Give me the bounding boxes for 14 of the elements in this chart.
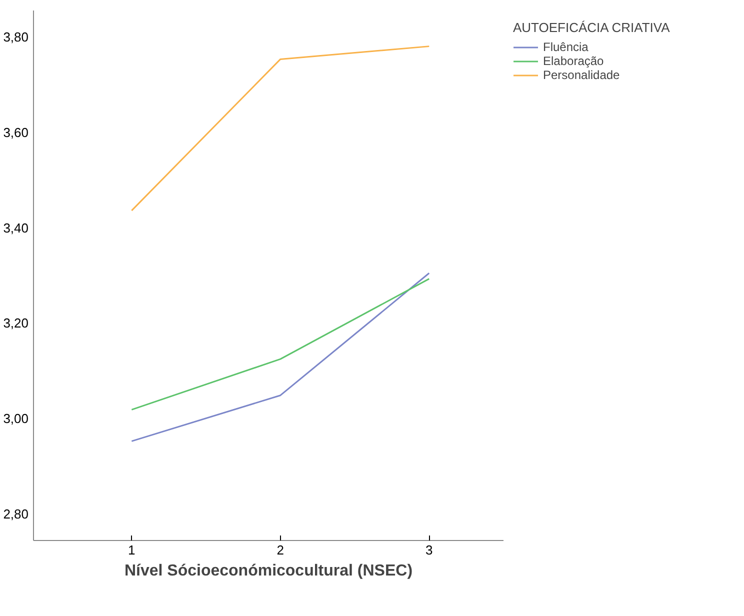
x-tick-label: 2 xyxy=(276,542,284,558)
y-tick-label: 3,60 xyxy=(3,124,29,140)
y-tick-label: 3,80 xyxy=(3,29,29,44)
legend-label: Elaboração xyxy=(543,54,604,68)
x-tick-label: 3 xyxy=(426,542,433,558)
y-tick-label: 2,80 xyxy=(3,506,29,522)
legend-label: Fluência xyxy=(543,40,588,54)
x-tick-label: 1 xyxy=(128,542,136,558)
legend-title: AUTOEFICÁCIA CRIATIVA xyxy=(513,20,670,35)
y-tick-label: 3,20 xyxy=(3,316,29,331)
y-tick-label: 3,40 xyxy=(3,220,29,236)
x-axis-title: Nível Sócioeconómicocultural (NSEC) xyxy=(124,562,413,580)
y-tick-label: 3,00 xyxy=(3,411,29,426)
legend-label: Personalidade xyxy=(543,68,620,82)
